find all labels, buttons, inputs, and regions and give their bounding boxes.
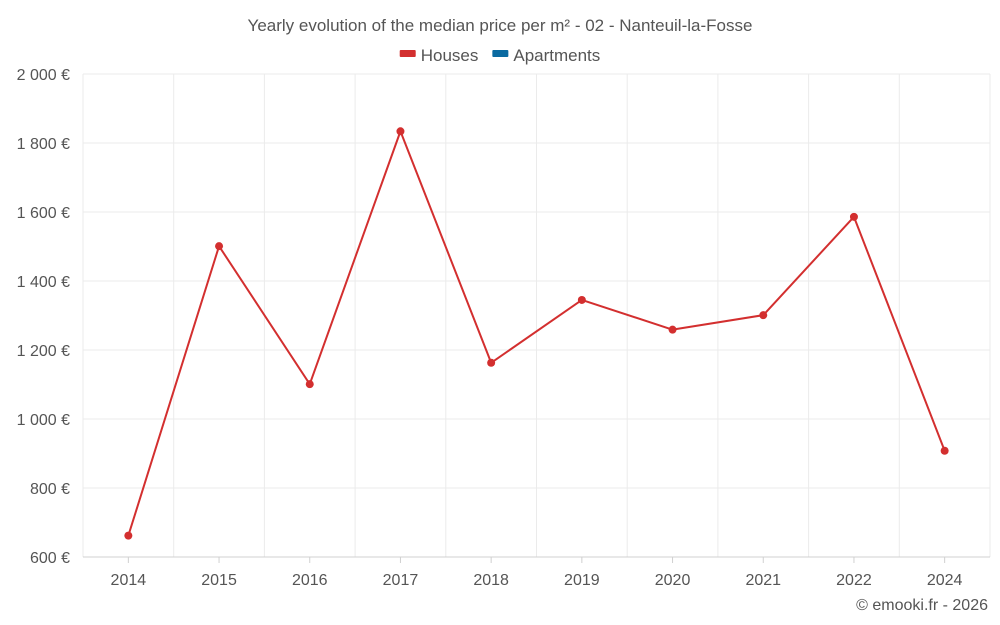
legend: Houses Apartments [399, 46, 600, 65]
data-point[interactable] [124, 531, 133, 540]
x-tick-label: 2022 [836, 572, 872, 589]
y-tick-label: 1 000 € [17, 412, 70, 429]
chart-title: Yearly evolution of the median price per… [248, 16, 753, 35]
y-tick-label: 800 € [30, 481, 70, 498]
y-axis: 600 € 800 € 1 000 € 1 200 € 1 400 € 1 600 € 1 … [17, 67, 70, 567]
legend-swatch-apartments [492, 50, 509, 57]
series-layer [124, 127, 949, 540]
legend-swatch-houses [399, 50, 416, 57]
x-tick-label: 2019 [564, 572, 600, 589]
x-tick-label: 2016 [292, 572, 328, 589]
x-tick-label: 2020 [655, 572, 691, 589]
grid-lines [82, 73, 991, 557]
y-tick-label: 1 600 € [17, 205, 70, 222]
legend-label-houses[interactable]: Houses [421, 46, 479, 65]
data-point[interactable] [849, 212, 858, 221]
y-tick-label: 1 400 € [17, 274, 70, 291]
data-point[interactable] [759, 311, 768, 320]
series-line-houses [127, 130, 946, 536]
data-point[interactable] [215, 242, 224, 251]
legend-label-apartments[interactable]: Apartments [513, 46, 600, 65]
y-tick-label: 600 € [30, 550, 70, 567]
x-tick-label: 2017 [383, 572, 419, 589]
x-tick-label: 2018 [473, 572, 509, 589]
credit-text: © emooki.fr - 2026 [856, 597, 988, 614]
data-point[interactable] [940, 446, 949, 455]
y-tick-label: 2 000 € [17, 67, 70, 84]
y-tick-label: 1 200 € [17, 343, 70, 360]
x-tick-label: 2021 [745, 572, 781, 589]
data-point[interactable] [396, 127, 405, 136]
data-point[interactable] [305, 380, 314, 389]
x-axis: 2014 2015 2016 2017 2018 2019 2020 2021 2022 2024 [83, 556, 990, 589]
x-tick-label: 2015 [201, 572, 237, 589]
x-tick-label: 2024 [927, 572, 963, 589]
data-point[interactable] [577, 295, 586, 304]
data-point[interactable] [487, 358, 496, 367]
x-tick-label: 2014 [111, 572, 147, 589]
data-point[interactable] [668, 325, 677, 334]
y-tick-label: 1 800 € [17, 136, 70, 153]
